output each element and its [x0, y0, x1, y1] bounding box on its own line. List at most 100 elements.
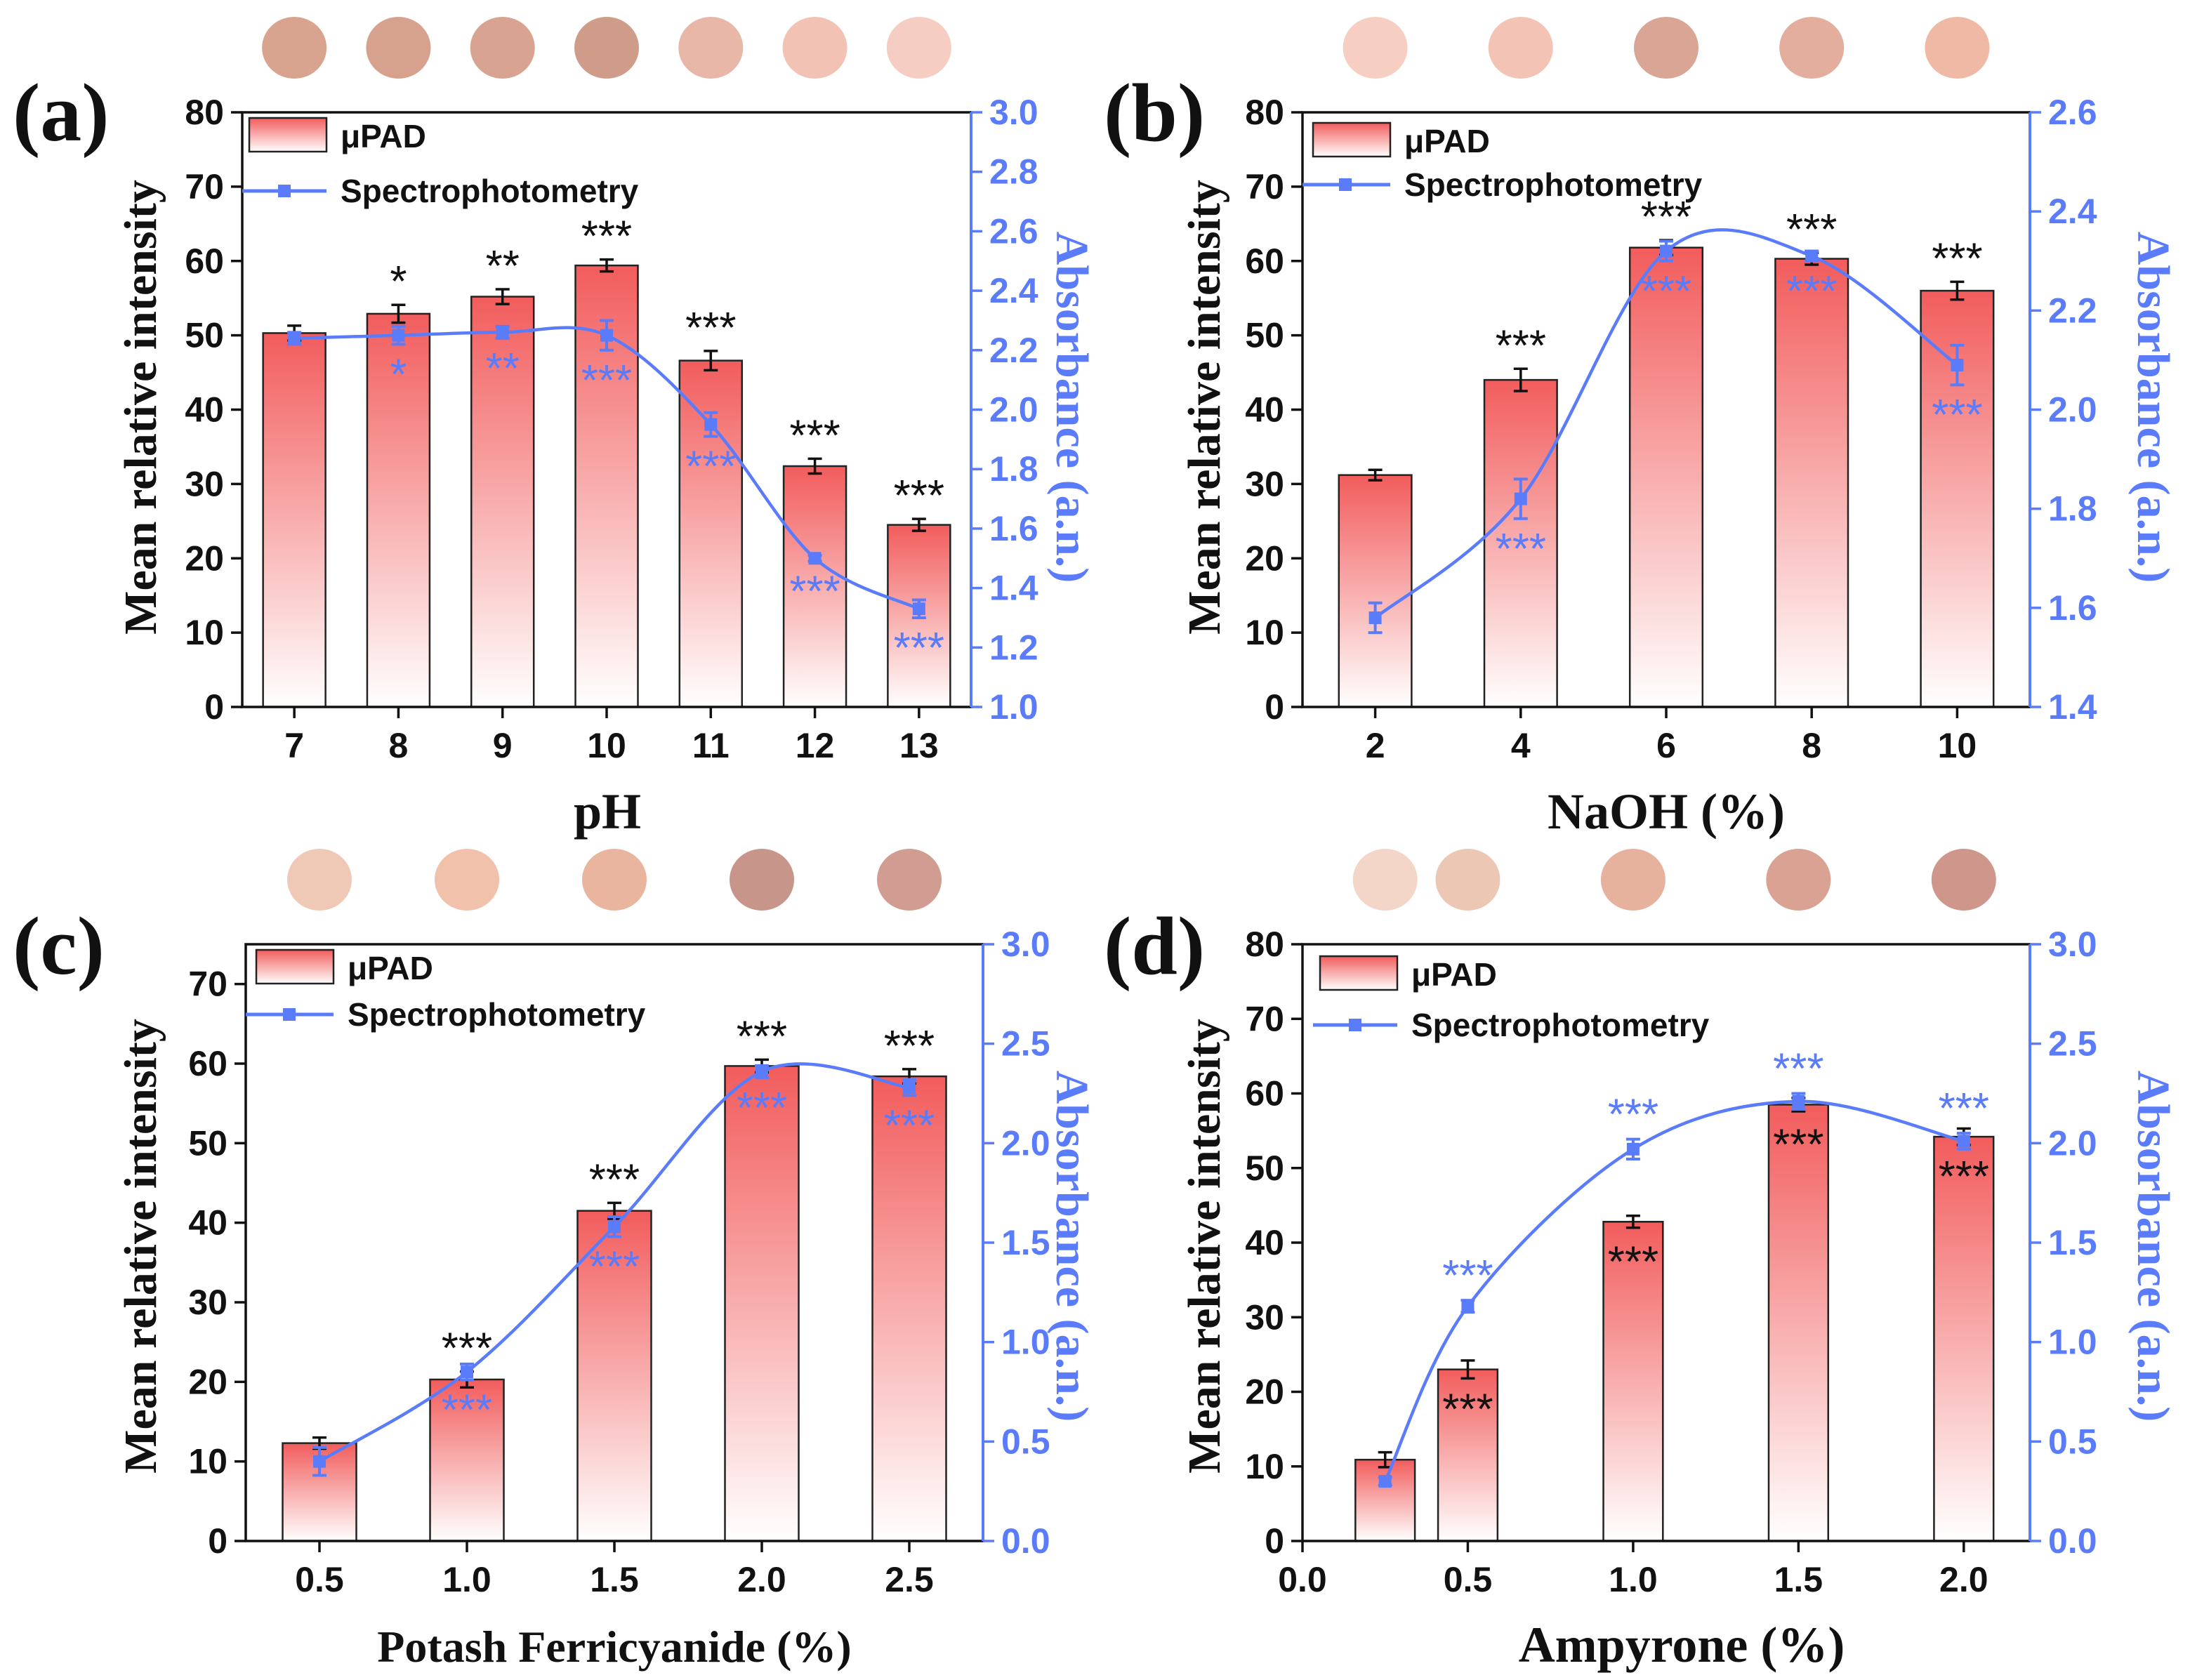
bar [429, 1378, 505, 1542]
bar-significance-label: ** [486, 242, 520, 291]
panel-c-legend: μPAD Spectrophotometry [246, 948, 646, 1033]
line-point [313, 1455, 326, 1468]
legend-bar-swatch [255, 948, 335, 985]
y-right-tick-label: 1.0 [2048, 1323, 2097, 1362]
y-left-tick-label: 80 [1245, 925, 1284, 964]
color-swatch [877, 849, 942, 911]
y-left-tick-label: 60 [188, 1044, 227, 1083]
legend-bar-swatch [1312, 121, 1392, 158]
y-left-tick-label: 20 [1245, 1373, 1284, 1412]
y-right-tick-label: 1.6 [2048, 588, 2097, 628]
y-axis-title-right: Absorbance (a.n.) [1046, 1071, 1097, 1422]
x-tick-label: 2 [1366, 726, 1385, 765]
x-tick-label: 1.5 [1774, 1560, 1823, 1599]
y-right-tick-label: 2.6 [2048, 93, 2097, 132]
bar-significance-label: *** [1608, 1238, 1658, 1286]
bar-significance-label: *** [737, 1012, 787, 1061]
y-left-tick-label: 60 [1245, 1074, 1284, 1113]
y-left-tick-label: 60 [185, 242, 224, 281]
y-right-tick-label: 2.4 [989, 271, 1038, 310]
x-tick-label: 1.5 [590, 1560, 639, 1599]
x-axis-title: pH [574, 783, 641, 840]
y-left-tick-label: 0 [204, 687, 224, 727]
x-tick-label: 12 [796, 726, 835, 765]
line-significance-label: *** [685, 443, 736, 491]
bar [1602, 1221, 1664, 1542]
x-tick-label: 2.5 [885, 1560, 934, 1599]
bar-significance-label: *** [1786, 206, 1837, 254]
bar-significance-label: *** [884, 1022, 935, 1071]
line-point [608, 1220, 621, 1233]
x-tick-label: 1.0 [442, 1560, 492, 1599]
line-point [1792, 1094, 1805, 1108]
y-right-tick-label: 2.0 [989, 390, 1038, 430]
y-axis-title-right: Absorbance (a.n.) [2128, 232, 2179, 583]
y-left-tick-label: 20 [188, 1362, 227, 1401]
panel-d-legend: μPAD Spectrophotometry [1313, 955, 1710, 1043]
panel-b-label: (b) [1104, 67, 1205, 159]
line-significance-label: *** [1932, 391, 1982, 439]
y-left-tick-label: 80 [185, 93, 224, 132]
panel-a: (a) * *************** ** ************7 8 9 10 1… [13, 17, 1097, 840]
line-significance-label: *** [1608, 1091, 1658, 1139]
line-point [808, 552, 822, 565]
color-swatch [678, 17, 744, 79]
bar-error-bar [1950, 280, 1965, 301]
bar [1628, 246, 1704, 708]
y-left-tick-label: 50 [1245, 1149, 1284, 1188]
line-point [704, 418, 718, 431]
line-point [1626, 1142, 1640, 1156]
y-right-tick-label: 2.5 [1001, 1024, 1050, 1064]
panel-c-swatches [287, 849, 942, 911]
y-right-tick-label: 1.8 [989, 449, 1038, 489]
y-right-tick-label: 2.0 [2048, 1123, 2097, 1163]
line-point [1514, 492, 1527, 505]
line-point [1368, 611, 1382, 624]
color-swatch [435, 849, 499, 911]
legend-line-marker [1339, 178, 1352, 191]
y-left-tick-label: 20 [185, 538, 224, 578]
bar-error-bar [600, 258, 614, 273]
panel-d-plot: *** *** *** *** *** *** *** *** 0.0 0.5 1.0 1.5 2.0 0… [1245, 925, 2097, 1599]
legend-bar-label: μPAD [1411, 956, 1497, 993]
line-significance-label: *** [1773, 1045, 1823, 1094]
bar-error-bar [1368, 468, 1383, 482]
x-tick-label: 8 [389, 726, 409, 765]
bar-significance-label: *** [789, 411, 840, 460]
bar-significance-label: *** [1496, 322, 1546, 370]
line-point [288, 331, 301, 345]
y-right-tick-label: 3.0 [989, 93, 1038, 132]
x-tick-label: 7 [284, 726, 304, 765]
line-point [1957, 1135, 1970, 1148]
x-tick-label: 2.0 [737, 1560, 786, 1599]
bar [1483, 378, 1558, 708]
bar [724, 1065, 800, 1542]
y-right-tick-label: 2.5 [2048, 1024, 2097, 1064]
bar-error-bar [807, 457, 822, 475]
x-tick-label: 6 [1656, 726, 1676, 765]
y-right-tick-label: 2.0 [2048, 390, 2097, 430]
color-swatch [730, 849, 794, 911]
panel-d: (d) *** *** *** *** *** *** *** *** 0.0 0.5 1.0 1.5… [1104, 849, 2179, 1673]
spectrophotometry-line [1374, 228, 1958, 619]
y-left-tick-label: 40 [188, 1203, 227, 1243]
panel-d-label: (d) [1104, 900, 1205, 992]
y-left-tick-label: 0 [1265, 1521, 1284, 1561]
color-swatch [1779, 17, 1845, 79]
x-axis-title: Potash Ferricyanide (%) [377, 1622, 851, 1672]
panel-a-swatches [262, 17, 951, 79]
line-point [1951, 358, 1964, 371]
line-significance-label: *** [894, 624, 944, 673]
color-swatch [574, 17, 639, 79]
y-left-tick-label: 10 [1245, 1447, 1284, 1486]
line-significance-label: *** [884, 1102, 935, 1150]
legend-bar-label: μPAD [341, 118, 426, 154]
y-right-tick-label: 0.0 [1001, 1521, 1050, 1561]
line-point [1461, 1299, 1475, 1313]
y-left-tick-label: 60 [1245, 242, 1284, 281]
line-significance-label: *** [1641, 267, 1691, 316]
bar-significance-label: *** [1932, 234, 1982, 283]
y-right-tick-label: 1.0 [989, 687, 1038, 727]
y-right-tick-label: 0.5 [1001, 1422, 1050, 1461]
panel-b-plot: *** *** *** *** *** *** *** *** 2 4 6 8 10 0 10 20 30 40 5… [1245, 93, 2097, 765]
